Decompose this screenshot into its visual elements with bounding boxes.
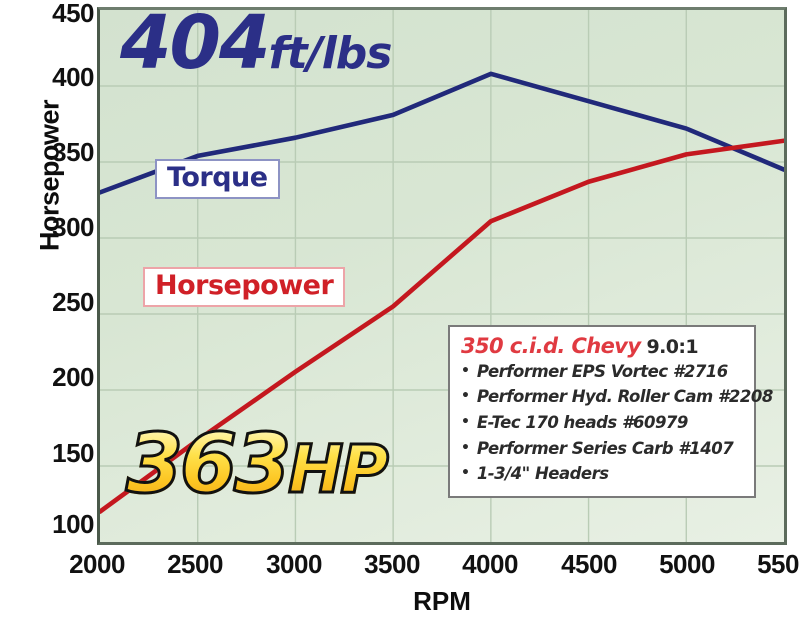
peak-horsepower-unit: HP — [287, 431, 391, 508]
engine-spec-box: 350 c.i.d. Chevy 9.0:1 • Performer EPS V… — [448, 325, 773, 498]
y-tick-300: 300 — [52, 212, 94, 242]
bullet-icon: • — [461, 413, 474, 430]
series-label-horsepower: Horsepower — [143, 267, 346, 308]
spec-item: • 1-3/4" Headers — [461, 461, 744, 487]
spec-item: • Performer Series Carb #1407 — [461, 436, 744, 462]
y-tick-150: 150 — [52, 438, 94, 468]
x-tick-5000: 5000 — [659, 549, 715, 579]
spec-compression-ratio: 9.0:1 — [640, 336, 698, 358]
series-line-horsepower — [100, 138, 784, 514]
x-tick-2500: 2500 — [167, 549, 223, 579]
spec-item-label: Performer EPS Vortec #2716 — [476, 361, 728, 381]
y-tick-350: 350 — [52, 137, 94, 167]
spec-list: • Performer EPS Vortec #2716 • Performer … — [461, 359, 773, 487]
spec-item: • E-Tec 170 heads #60979 — [461, 410, 744, 436]
spec-item-label: Performer Hyd. Roller Cam #2208 — [476, 387, 773, 407]
x-tick-3000: 3000 — [266, 549, 322, 579]
bullet-icon: • — [461, 388, 474, 405]
x-tick-3500: 3500 — [364, 549, 420, 579]
x-tick-4500: 4500 — [561, 549, 617, 579]
peak-torque-callout: 404ft/lbs — [120, 6, 392, 80]
x-tick-2000: 2000 — [69, 549, 125, 579]
series-label-torque: Torque — [155, 159, 280, 200]
x-tick-5500: 5500 — [757, 549, 800, 579]
peak-horsepower-callout: 363HP — [124, 422, 391, 508]
bullet-icon: • — [461, 362, 474, 379]
series-line-torque — [100, 71, 784, 195]
spec-engine-name: 350 c.i.d. Chevy — [461, 334, 641, 358]
y-tick-400: 400 — [52, 62, 94, 92]
y-tick-450: 450 — [52, 0, 94, 28]
y-tick-200: 200 — [52, 362, 94, 392]
peak-horsepower-value: 363 — [124, 417, 292, 512]
data-curves — [100, 71, 784, 514]
peak-torque-value: 404 — [120, 0, 270, 86]
spec-item-label: E-Tec 170 heads #60979 — [476, 412, 689, 432]
x-tick-4000: 4000 — [462, 549, 518, 579]
spec-item: • Performer Hyd. Roller Cam #2208 — [461, 384, 773, 410]
y-tick-250: 250 — [52, 287, 94, 317]
bullet-icon: • — [461, 439, 474, 456]
bullet-icon: • — [461, 465, 474, 482]
spec-item-label: Performer Series Carb #1407 — [476, 438, 734, 458]
spec-item: • Performer EPS Vortec #2716 — [461, 359, 744, 385]
spec-title: 350 c.i.d. Chevy 9.0:1 — [461, 334, 744, 359]
peak-torque-unit: ft/lbs — [268, 28, 392, 79]
x-axis-title: RPM — [413, 586, 471, 616]
y-tick-100: 100 — [52, 509, 94, 539]
spec-item-label: 1-3/4" Headers — [476, 464, 609, 484]
